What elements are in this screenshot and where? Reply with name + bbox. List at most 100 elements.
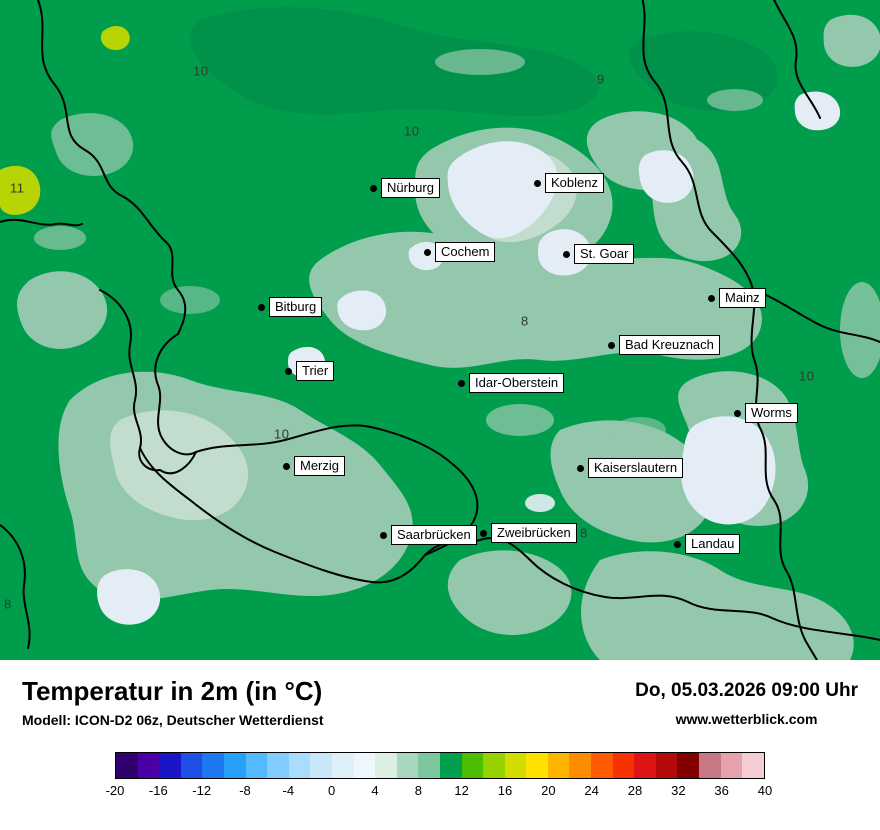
legend-color-cell [137,753,160,778]
legend-color-cell [439,753,462,778]
city-dot-icon [258,303,265,311]
city-dot-icon [380,531,387,539]
city-label: Mainz [719,288,766,308]
footer-right: Do, 05.03.2026 09:00 Uhr www.wetterblick… [635,676,858,727]
model-info: Modell: ICON-D2 06z, Deutscher Wetterdie… [22,712,324,728]
city-marker: Koblenz [534,173,604,193]
forecast-datetime: Do, 05.03.2026 09:00 Uhr [635,680,858,701]
legend-color-cell [353,753,376,778]
legend-color-cell [526,753,548,778]
city-label: Merzig [294,456,346,476]
city-label: Kaiserslautern [588,458,684,478]
city-marker: Merzig [283,456,346,476]
legend-color-cell [202,753,224,778]
legend-color-cell [547,753,570,778]
legend-color-cell [267,753,289,778]
legend-tick-label: 28 [627,783,643,798]
city-marker: Saarbrücken [380,525,477,545]
legend-color-cell [159,753,181,778]
city-dot-icon [370,184,377,192]
city-dot-icon [283,462,290,470]
legend-tick-label: 0 [328,783,336,798]
footer: Temperatur in 2m (in °C) Modell: ICON-D2… [0,660,880,728]
legend-color-cell [699,753,721,778]
temperature-value-label: 10 [274,426,290,442]
legend-tick-label: -12 [192,783,212,798]
city-label: Landau [685,534,741,554]
temperature-value-label: 11 [10,180,25,196]
legend-color-cell [245,753,268,778]
legend-color-cell [288,753,311,778]
legend-tick-label: 40 [757,783,773,798]
legend-color-cell [634,753,656,778]
legend-tick-label: 8 [414,783,422,798]
city-marker: Landau [674,534,741,554]
legend-color-cell [116,753,138,778]
legend-tick-label: -20 [105,783,125,798]
map-overlay: Nürburg Koblenz Cochem St. Goar Bitburg Mainz… [4,63,815,612]
legend-color-cell [504,753,527,778]
legend-tick-label: -4 [282,783,295,798]
legend-tick-label: 32 [671,783,686,798]
city-dot-icon [285,367,292,375]
legend-color-cell [223,753,246,778]
city-label: Worms [745,403,798,423]
city-marker: Cochem [424,242,496,262]
city-dot-icon [480,529,487,537]
city-marker: Idar-Oberstein [458,373,565,393]
legend-color-cell [720,753,743,778]
legend-tick-label: 20 [541,783,556,798]
temperature-value-label: 8 [4,596,12,612]
temperature-value-label: 9 [597,71,605,87]
legend-color-cell [180,753,203,778]
city-label: Koblenz [545,173,604,193]
legend-color-cell [655,753,678,778]
city-dot-icon [708,294,715,302]
legend-ticks: -20 -16 -12 -8 -4 0 4 8 12 16 20 24 28 32 36 40 [106,783,773,801]
city-dot-icon [534,179,541,187]
city-dot-icon [458,379,465,387]
city-dot-icon [734,409,741,417]
legend-bar [115,752,765,779]
legend-color-cell [591,753,613,778]
city-dot-icon [424,248,431,256]
temperature-value-label: 8 [580,525,588,541]
city-label: Bad Kreuznach [619,335,720,355]
legend-color-cell [418,753,440,778]
temperature-value-label: 10 [193,63,209,79]
city-label: Saarbrücken [391,525,477,545]
temperature-value-label: 10 [799,368,815,384]
city-marker: Mainz [708,288,766,308]
city-label: Bitburg [269,297,323,317]
legend-tick-label: -8 [239,783,251,798]
city-marker: St. Goar [563,244,635,264]
city-label: Zweibrücken [491,523,577,543]
city-marker: Bitburg [258,297,323,317]
legend-tick-label: 4 [371,783,379,798]
city-label: St. Goar [574,244,635,264]
page-title: Temperatur in 2m (in °C) [22,676,323,706]
city-marker: Bad Kreuznach [608,335,720,355]
city-dot-icon [608,341,615,349]
city-marker: Zweibrücken [480,523,577,543]
legend-color-cell [375,753,397,778]
city-marker: Kaiserslautern [577,458,684,478]
legend-color-cell [461,753,484,778]
legend-color-cell [483,753,505,778]
legend-tick-label: 12 [454,783,469,798]
temperature-legend: -20 -16 -12 -8 -4 0 4 8 12 16 20 24 28 32 36 40 [106,752,773,801]
legend-color-cell [396,753,419,778]
city-marker: Trier [285,361,335,381]
legend-color-cell [742,753,764,778]
legend-tick-label: 24 [584,783,599,798]
legend-color-cell [310,753,332,778]
city-marker: Worms [734,403,798,423]
temperature-shading-layer [0,0,880,660]
website-url: www.wetterblick.com [675,711,818,727]
city-label: Idar-Oberstein [469,373,565,393]
city-label: Cochem [435,242,496,262]
legend-tick-label: -16 [148,783,168,798]
city-dot-icon [674,540,681,548]
city-marker: Nürburg [370,178,440,198]
